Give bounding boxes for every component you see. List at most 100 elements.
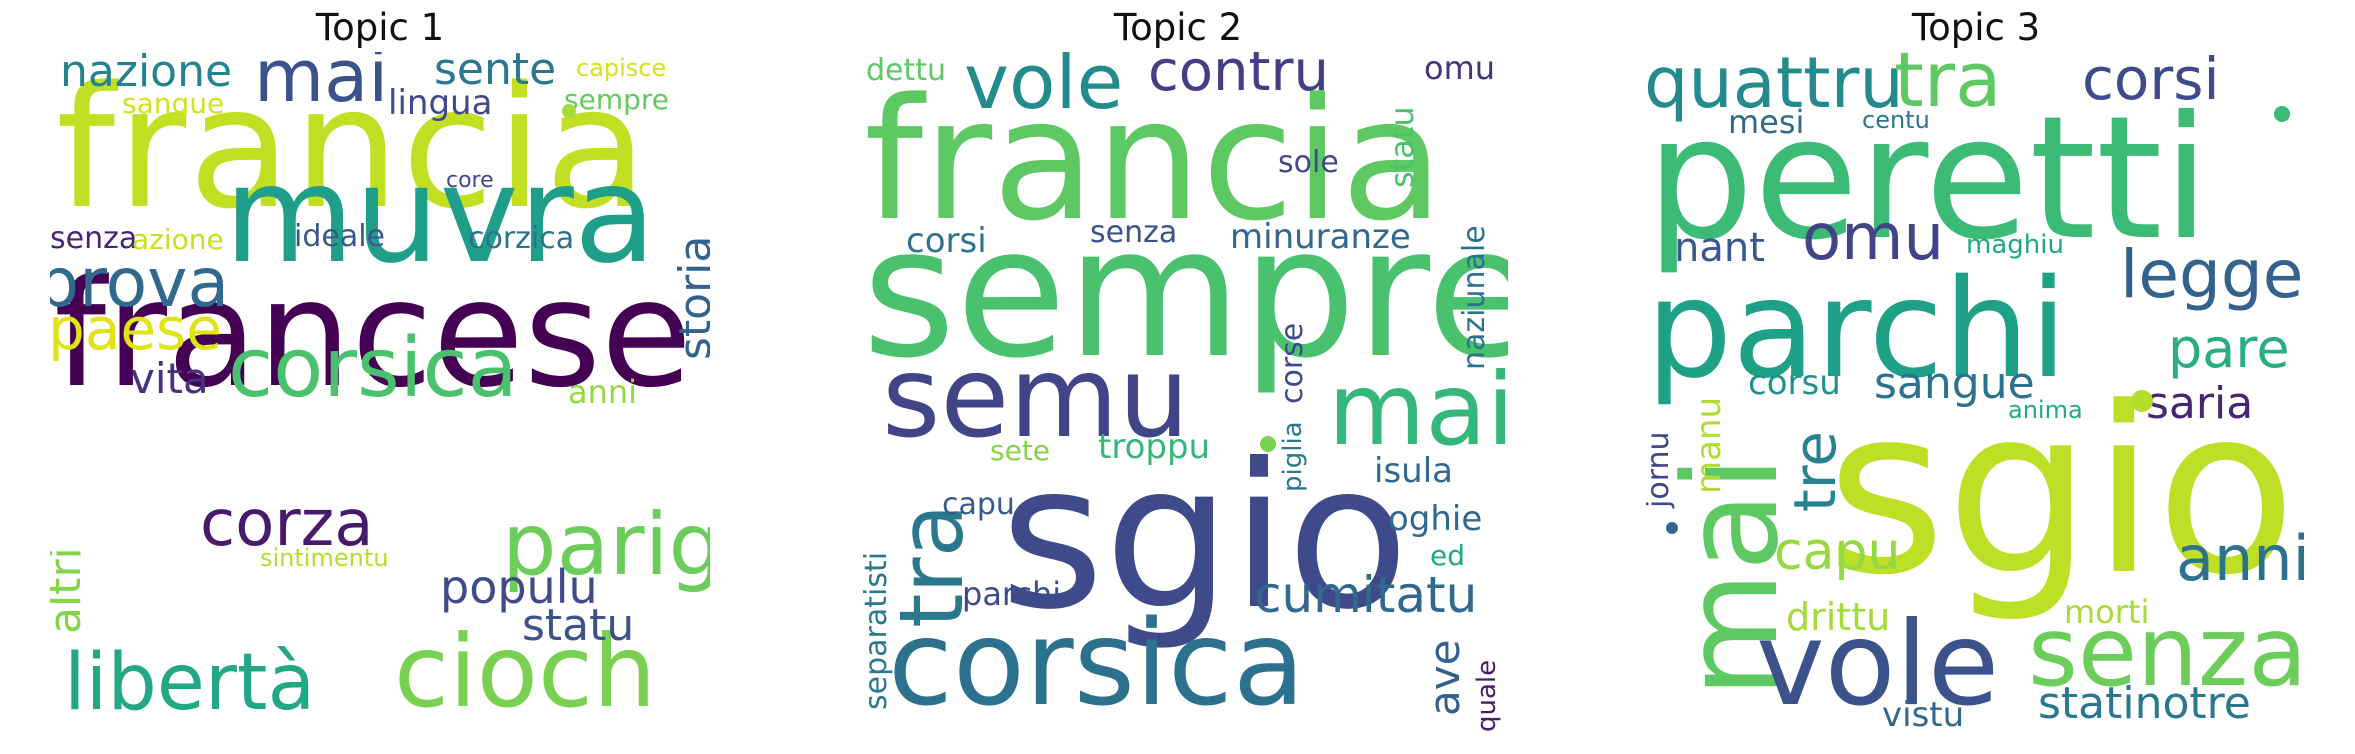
word: mesi	[1728, 103, 1805, 141]
word: altri	[50, 547, 91, 634]
word: senza	[1090, 215, 1178, 250]
word: senza	[50, 221, 138, 256]
word: separatisti	[859, 551, 894, 710]
topic-3-panel: Topic 3 peretti parchi sgio mai vole sen…	[1626, 0, 2326, 754]
word: azione	[132, 223, 224, 256]
word: sangue	[122, 87, 225, 120]
word-cloud: francia muvra francese face face corsica…	[50, 52, 710, 732]
panel-title: Topic 2	[1113, 6, 1243, 49]
dot	[2131, 390, 2153, 412]
word: naziunale	[1457, 225, 1492, 370]
word: peretti	[1646, 80, 2210, 278]
panel-title: Topic 1	[315, 6, 445, 49]
word: vita	[130, 354, 209, 403]
word: piglia	[1278, 421, 1308, 492]
word: manu	[1689, 396, 1729, 494]
word: paese	[50, 295, 222, 363]
word: capu	[942, 487, 1015, 522]
word: jornu	[1646, 431, 1676, 508]
word: statinotre	[2038, 678, 2251, 729]
word: corsi	[2082, 52, 2220, 113]
word: corsica	[228, 321, 518, 416]
word: parchi	[1646, 251, 2068, 409]
word: corsi	[906, 221, 987, 261]
topic-2-panel: Topic 2 francia sempre sgio corsica semu…	[828, 0, 1528, 754]
word: pare	[2168, 317, 2290, 380]
word: core	[446, 168, 494, 193]
panel-title: Topic 3	[1911, 6, 2041, 49]
word: corzica	[468, 221, 575, 256]
dot	[2274, 106, 2290, 122]
word: dettu	[866, 53, 947, 88]
word: centu	[1862, 106, 1930, 134]
word: omu	[1424, 52, 1496, 87]
word: capu	[1774, 522, 1901, 582]
topic-1-panel: Topic 1 francia muvra francese face face…	[30, 0, 730, 754]
word: anima	[2008, 396, 2083, 424]
word: tra	[1894, 52, 2002, 124]
word: sgio	[1000, 421, 1410, 654]
word: francia	[864, 62, 1444, 258]
word: vole	[964, 52, 1124, 126]
word: omu	[1802, 201, 1945, 275]
word: nant	[1674, 225, 1765, 271]
word: anni	[568, 373, 638, 411]
word: capisce	[576, 54, 667, 82]
word: minuranze	[1230, 217, 1411, 257]
dot	[562, 104, 576, 118]
dot	[1666, 522, 1678, 534]
word: mai	[1328, 351, 1508, 468]
word: mai	[254, 52, 389, 118]
word: ave	[1420, 639, 1469, 716]
word: cumitatu	[1254, 566, 1478, 624]
word: quattru	[1646, 52, 1904, 124]
word: francese	[54, 248, 693, 420]
word: sangue	[1874, 358, 2035, 409]
word: vole	[1756, 597, 2000, 732]
word: sempre	[862, 189, 1508, 398]
word: vistu	[1882, 695, 1965, 732]
word: saria	[2146, 378, 2254, 429]
word: parchi	[962, 575, 1062, 613]
word: legge	[2120, 236, 2304, 313]
word: parigi	[502, 495, 710, 595]
word: prova	[50, 244, 230, 323]
word: sintimentu	[260, 544, 389, 572]
word: drittu	[1786, 595, 1891, 639]
word-cloud: peretti parchi sgio mai vole senza quatt…	[1646, 52, 2306, 732]
word: muvra	[224, 137, 656, 293]
word: corse	[1275, 322, 1310, 404]
word: statu	[1383, 106, 1421, 188]
word: morti	[2064, 593, 2150, 631]
word: troppu	[1098, 427, 1211, 467]
word: semu	[882, 333, 1190, 463]
word: lingua	[388, 83, 493, 123]
word: quale	[1472, 659, 1502, 732]
word: nazione	[60, 52, 233, 97]
word: corsica	[888, 594, 1306, 732]
word: maghiu	[1966, 230, 2064, 260]
word: cioch	[394, 613, 657, 730]
word: statu	[522, 600, 635, 651]
word: sempre	[564, 83, 669, 116]
word: populu	[440, 560, 598, 614]
word: senza	[2028, 596, 2306, 708]
word: sgio	[1826, 359, 2297, 626]
word: isula	[1374, 451, 1453, 491]
word: tre	[1781, 431, 1849, 512]
word: storia	[670, 235, 710, 360]
word: anni	[2176, 522, 2306, 595]
word: sente	[434, 52, 557, 95]
dot	[1260, 436, 1276, 452]
word: ideale	[294, 219, 386, 254]
word: corza	[200, 487, 374, 561]
word: corsu	[1748, 363, 1841, 403]
word: libertà	[64, 638, 316, 728]
word-cloud: francia sempre sgio corsica semu tra mai…	[848, 52, 1508, 732]
word: sete	[990, 434, 1051, 467]
word: francia	[56, 52, 650, 246]
word: ed	[1430, 539, 1465, 572]
word: sole	[1278, 145, 1339, 180]
word: oghie	[1388, 499, 1483, 539]
word: contru	[1148, 52, 1330, 104]
